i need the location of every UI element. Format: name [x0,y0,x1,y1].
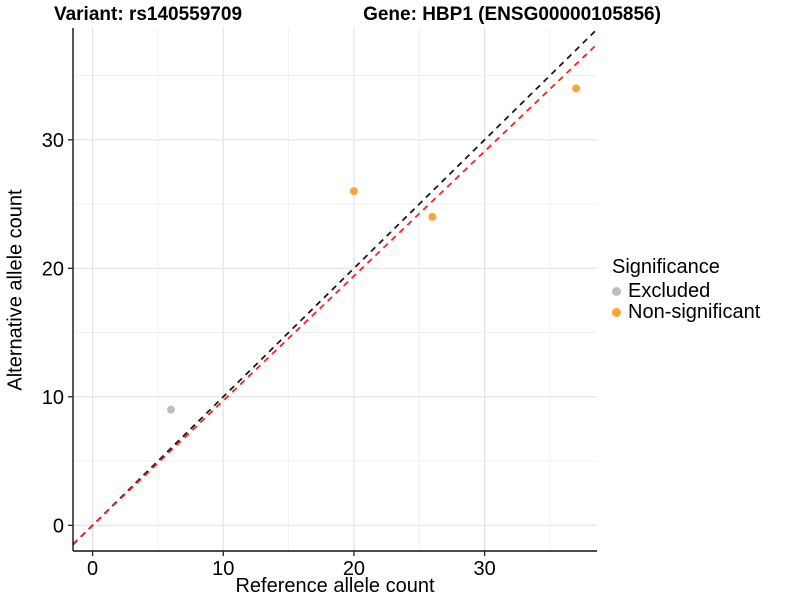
x-tick-label: 0 [87,558,98,580]
y-tick-label: 10 [42,387,64,409]
x-axis-title: Reference allele count [235,575,435,597]
data-point [428,212,437,221]
identity-line [72,28,598,546]
data-point [167,405,176,414]
y-axis-title: Alternative allele count [4,189,27,391]
legend-label-non-significant: Non-significant [628,301,761,323]
legend-title: Significance [612,256,720,278]
fit-line [72,43,598,545]
variant-title: Variant: rs140559709 [53,4,243,25]
data-point [572,84,581,93]
x-tick-label: 10 [212,558,234,580]
legend-label-excluded: Excluded [628,280,711,302]
legend: Significance Excluded Non-significant [612,256,760,323]
x-tick-label: 20 [343,558,365,580]
y-tick-label: 0 [53,515,64,537]
y-tick-label: 20 [42,258,64,280]
excluded-dot-icon [612,287,621,296]
y-tick-label: 30 [42,130,64,152]
legend-item-excluded: Excluded [612,280,760,302]
data-point [349,187,358,196]
x-tick-label: 30 [473,558,495,580]
gene-title: Gene: HBP1 (ENSG00000105856) [363,4,661,25]
non-significant-dot-icon [612,308,621,317]
legend-item-non-significant: Non-significant [612,301,761,323]
